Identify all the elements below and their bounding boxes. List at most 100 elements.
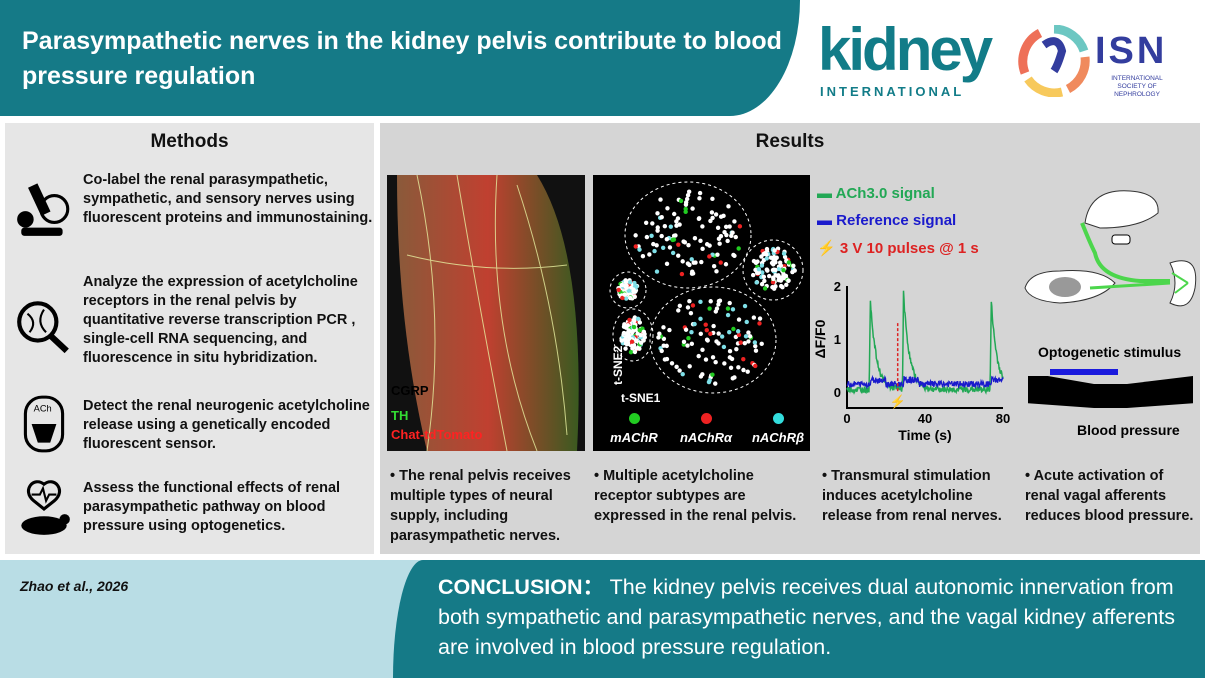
cell-point — [776, 273, 781, 278]
results-panel: Results CGRP TH Chat-tdTomato t-SNE2 t-S… — [380, 123, 1200, 554]
cell-point — [738, 340, 744, 345]
cell-point — [761, 274, 767, 280]
page-title: Parasympathetic nerves in the kidney pel… — [22, 27, 782, 90]
cell-point — [753, 348, 759, 353]
legend-label: nAChRα — [679, 430, 733, 445]
cell-point — [670, 250, 676, 256]
cell-point — [721, 213, 726, 219]
tsne-x-label: t-SNE1 — [621, 391, 661, 405]
cell-point — [786, 260, 792, 265]
cell-point — [747, 334, 753, 339]
cell-point — [654, 243, 659, 248]
cluster-outline — [609, 271, 647, 309]
legend-dot — [772, 413, 784, 424]
optogenetic-schematic-icon — [1024, 190, 1197, 307]
cell-point — [705, 338, 710, 343]
blood-pressure-label: Blood pressure — [1077, 422, 1180, 438]
cell-point — [687, 298, 692, 304]
x-tick-label: 0 — [843, 411, 850, 426]
legend-reference: ▬ Reference signal — [817, 212, 957, 229]
cell-point — [718, 233, 724, 239]
cell-point — [667, 245, 673, 250]
cell-point — [633, 244, 638, 249]
cell-point — [631, 287, 636, 292]
x-axis-label: Time (s) — [898, 427, 951, 443]
cell-point — [687, 364, 692, 369]
cell-point — [766, 273, 772, 279]
cell-point — [727, 300, 732, 306]
cluster-outline — [624, 181, 752, 289]
cell-point — [627, 317, 632, 323]
cell-point — [690, 206, 695, 211]
cell-point — [692, 236, 698, 241]
cell-point — [700, 372, 705, 377]
cell-point — [623, 341, 629, 346]
cell-point — [746, 339, 751, 344]
cell-point — [656, 335, 661, 340]
cell-point — [680, 371, 685, 377]
cell-point — [736, 246, 741, 251]
fluorescence-image: CGRP TH Chat-tdTomato — [387, 175, 585, 451]
cell-point — [759, 254, 764, 259]
conclusion-band — [393, 560, 1205, 678]
cell-point — [698, 299, 703, 305]
y-tick-label: 2 — [834, 279, 841, 294]
cell-point — [713, 212, 719, 217]
lightning-icon: ⚡ — [817, 240, 836, 257]
label-chat: Chat-tdTomato — [391, 427, 483, 442]
cell-point — [665, 206, 670, 211]
cell-point — [661, 336, 667, 341]
cell-point — [655, 225, 660, 230]
label-th: TH — [391, 408, 409, 423]
y-axis-label: ΔF/F0 — [815, 319, 828, 358]
cell-point — [627, 280, 633, 285]
cell-point — [622, 337, 628, 342]
cluster-outline — [649, 286, 777, 394]
cell-point — [628, 349, 634, 355]
cell-point — [725, 312, 731, 318]
cell-point — [688, 310, 694, 316]
cell-point — [723, 224, 729, 229]
conclusion: CONCLUSION： The kidney pelvis receives d… — [438, 572, 1198, 662]
cell-point — [754, 280, 759, 285]
cell-point — [689, 330, 694, 335]
cell-point — [710, 355, 716, 360]
cell-point — [669, 361, 675, 366]
header-banner: Parasympathetic nerves in the kidney pel… — [0, 0, 800, 116]
cell-point — [623, 279, 629, 285]
cell-point — [657, 331, 662, 336]
cell-point — [623, 346, 628, 351]
cell-point — [745, 369, 750, 374]
cell-point — [623, 325, 629, 330]
cell-point — [661, 343, 666, 348]
x-tick-label: 80 — [996, 411, 1010, 426]
cell-point — [727, 329, 732, 335]
cell-point — [680, 259, 685, 264]
dna-magnifier-icon — [17, 301, 69, 354]
cell-point — [754, 270, 760, 276]
cell-point — [683, 327, 689, 332]
cell-point — [629, 343, 635, 349]
cell-point — [647, 252, 652, 257]
cell-point — [773, 260, 778, 265]
cell-point — [764, 246, 770, 252]
legend-label: nAChRβ — [751, 430, 805, 445]
cell-point — [619, 282, 625, 288]
cell-point — [717, 298, 723, 303]
cell-point — [728, 365, 734, 370]
cell-point — [661, 325, 666, 330]
cell-point — [620, 295, 625, 301]
cell-point — [664, 261, 670, 267]
cell-point — [719, 334, 725, 339]
cell-point — [649, 233, 654, 239]
results-title: Results — [755, 131, 825, 152]
cell-point — [691, 260, 696, 265]
cell-point — [684, 196, 690, 202]
cell-point — [730, 376, 735, 381]
cell-point — [713, 309, 719, 314]
cell-point — [714, 269, 719, 274]
cell-point — [756, 266, 762, 272]
cell-point — [689, 341, 695, 347]
cell-point — [743, 334, 749, 339]
y-tick-label: 0 — [834, 385, 841, 400]
